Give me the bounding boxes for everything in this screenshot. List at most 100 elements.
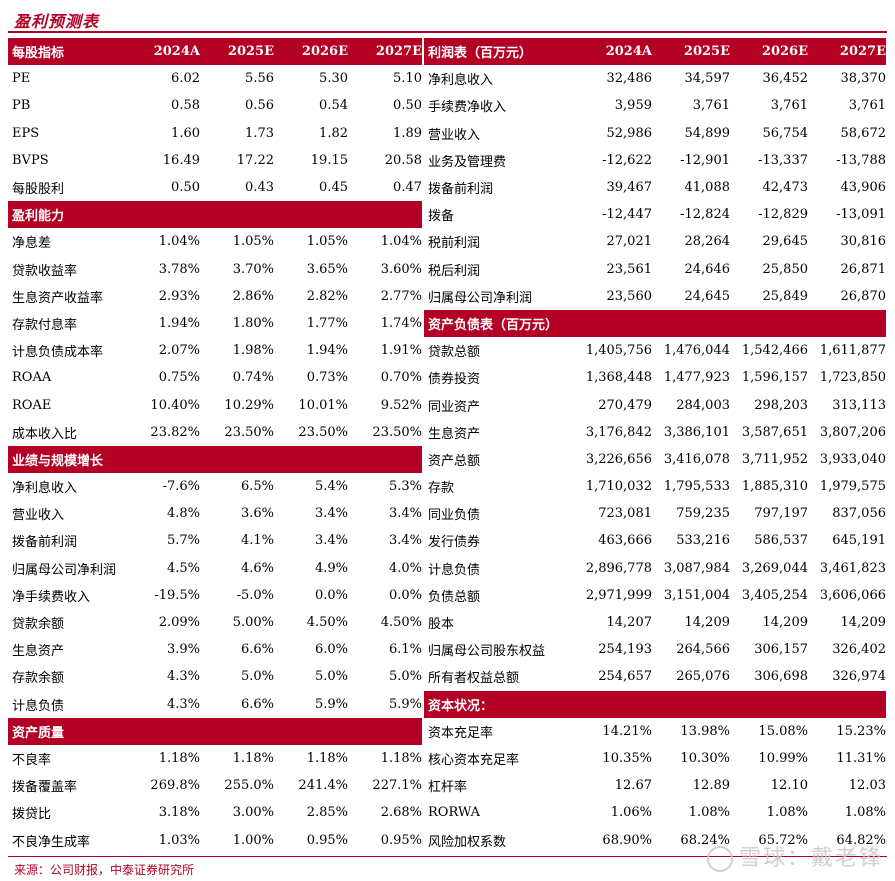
row-value: 14,209 [684,615,731,631]
row-value: 0.54 [319,98,348,114]
row-value: 0.95% [306,832,348,848]
row-value: 255.0% [224,778,274,794]
row-value: 9.52% [380,397,422,413]
row-value: -13,788 [836,152,886,168]
row-value: 3.60% [380,261,422,277]
table-row: 拨备前利润 39,467 41,088 42,473 43,906 [424,174,886,201]
row-value: 68.90% [602,832,652,848]
row-value: 3,959 [614,98,652,114]
table-row: 每股股利 0.50 0.43 0.45 0.47 [8,174,422,201]
row-label: 拨备 [428,209,455,225]
row-value: 0.50 [171,180,200,196]
row-value: 1.04% [380,234,422,250]
table-row: 股本 14,207 14,209 14,209 14,209 [424,609,886,636]
row-value: 10.40% [150,397,200,413]
table-row: 生息资产 3,176,842 3,386,101 3,587,651 3,807,206 [424,419,886,446]
title-divider [8,31,887,33]
row-value: 1.00% [232,832,274,848]
row-value: 3,587,651 [741,424,808,440]
row-value: 1,542,466 [741,343,808,359]
row-value: 1,723,850 [819,370,886,386]
table-row: RORWA 1.06% 1.08% 1.08% 1.08% [424,799,886,826]
row-label: 贷款余额 [12,617,65,633]
row-label: 营业收入 [428,127,481,143]
row-label: 拨备覆盖率 [12,780,78,796]
row-value: 1.89 [393,125,422,141]
row-value: 14,207 [606,615,653,631]
row-value: 6.0% [314,642,348,658]
row-value: 4.3% [166,696,200,712]
row-value: 1.04% [158,234,200,250]
row-label: ROAA [12,370,52,386]
row-value: 27,021 [606,234,653,250]
table-row: 不良率 1.18% 1.18% 1.18% 1.18% [8,745,422,772]
watermark: 雪球：戴老锋 [706,840,883,872]
row-value: 0.73% [306,370,348,386]
section-label: 资本状况： [428,698,494,714]
row-value: 1,979,575 [819,479,886,495]
year-column-header: 2025E [227,44,274,60]
table-row: 贷款余额 2.09% 5.00% 4.50% 4.50% [8,609,422,636]
row-value: 43,906 [840,180,887,196]
row-value: 1.77% [306,315,348,331]
row-value: 1.08% [766,805,808,821]
row-value: 269.8% [150,778,200,794]
row-value: 5.56 [245,71,274,87]
row-value: 1,596,157 [741,370,808,386]
section-label: 盈利能力 [12,209,65,225]
table-header: 每股指标 2024A 2025E 2026E 2027E [8,38,422,66]
row-value: 1,611,877 [819,343,886,359]
row-value: 26,870 [840,288,887,304]
row-value: 28,264 [684,234,731,250]
per-share-panel: 每股指标 2024A 2025E 2026E 2027E PE 6.02 5.56 5.30 5.… [8,38,422,854]
row-value: 313,113 [832,397,886,413]
table-row: 同业资产 270,479 284,003 298,203 313,113 [424,391,886,418]
row-label: 计息负债 [428,562,481,578]
row-value: 4.0% [388,560,422,576]
section-header: 资产负债表（百万元） [424,309,886,338]
row-value: 723,081 [598,506,652,522]
row-value: 4.8% [166,506,200,522]
row-value: 3,176,842 [585,424,652,440]
section-header: 资产质量 [8,717,422,745]
row-value: 2.68% [380,805,422,821]
row-value: 13.98% [680,723,730,739]
row-label: 核心资本充足率 [428,752,520,768]
row-value: 36,452 [762,71,809,87]
table-row: 存款余额 4.3% 5.0% 5.0% 5.0% [8,663,422,690]
year-column-header: 2026E [301,44,348,60]
row-value: 0.45 [319,180,348,196]
year-column-header: 2025E [683,44,730,60]
row-value: 12.67 [614,778,652,794]
row-value: 3,761 [770,98,808,114]
row-label: 资产总额 [428,453,481,469]
section-label: 资产质量 [12,725,65,741]
table-row: EPS 1.60 1.73 1.82 1.89 [8,120,422,147]
row-value: 65.72% [758,832,808,848]
table-row: 资本充足率 14.21% 13.98% 15.08% 15.23% [424,718,886,745]
row-label: 归属母公司股东权益 [428,644,546,660]
row-value: 12.89 [692,778,730,794]
row-value: 16.49 [162,152,200,168]
row-value: 30,816 [840,234,887,250]
row-label: 存款付息率 [12,317,78,333]
row-value: 3,405,254 [741,587,808,603]
year-column-header: 2024A [153,44,200,60]
row-value: 32,486 [606,71,653,87]
row-label: 存款余额 [12,671,65,687]
table-row: 生息资产 3.9% 6.6% 6.0% 6.1% [8,636,422,663]
year-column-header: 2026E [761,44,808,60]
row-value: 1.18% [232,750,274,766]
row-value: 3,416,078 [663,451,730,467]
row-value: 4.9% [314,560,348,576]
row-value: 3,761 [692,98,730,114]
row-label: 拨贷比 [12,807,52,823]
row-value: 306,698 [754,669,808,685]
row-value: 5.4% [314,479,348,495]
table-row: 发行债券 463,666 533,216 586,537 645,191 [424,527,886,554]
row-value: 20.58 [384,152,422,168]
row-value: 15.08% [758,723,808,739]
table-row: 成本收入比 23.82% 23.50% 23.50% 23.50% [8,419,422,446]
row-value: 4.3% [166,669,200,685]
row-value: 265,076 [676,669,730,685]
